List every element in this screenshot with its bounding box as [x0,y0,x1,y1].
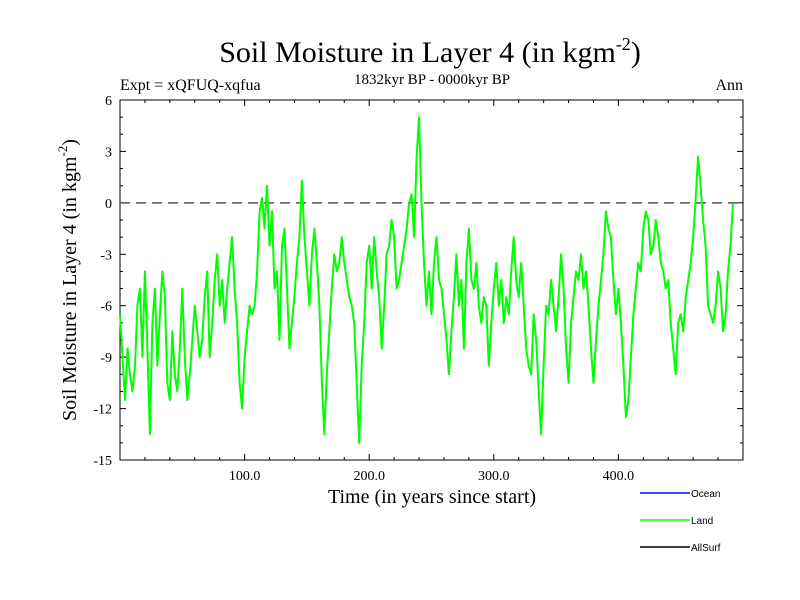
x-tick-label: 100.0 [229,469,261,484]
y-tick-label: 0 [105,197,112,212]
time-range-label: 1832kyr BP - 0000kyr BP [354,72,510,88]
y-tick-label: 6 [105,94,112,109]
x-tick-label: 200.0 [353,469,385,484]
y-axis-label: Soil Moisture in Layer 4 (in kgm-2) [55,139,81,421]
x-axis: 100.0 200.0 300.0 400.0 [144,100,719,484]
y-tick-label: -9 [100,351,112,366]
legend-label-land: Land [691,516,713,527]
y-tick-label: -3 [100,248,112,263]
legend: Ocean Land AllSurf [640,489,721,554]
x-tick-label: 400.0 [603,469,635,484]
y-axis: 6 3 0 -3 -6 -9 -12 -15 [93,94,743,469]
y-tick-label: -12 [93,403,112,418]
x-axis-label: Time (in years since start) [328,486,536,508]
plot-frame [119,99,744,461]
y-tick-label: -15 [93,454,112,469]
chart-title: Soil Moisture in Layer 4 (in kgm-2) [219,34,641,69]
y-tick-label: -6 [100,300,112,315]
x-tick-label: 300.0 [478,469,510,484]
y-tick-label: 3 [105,145,112,160]
land-series-line [119,116,734,444]
legend-label-ocean: Ocean [691,489,720,500]
legend-label-allsurf: AllSurf [691,543,721,554]
experiment-label: Expt = xQFUQ-xqfua [120,77,261,94]
period-label: Ann [715,77,743,94]
